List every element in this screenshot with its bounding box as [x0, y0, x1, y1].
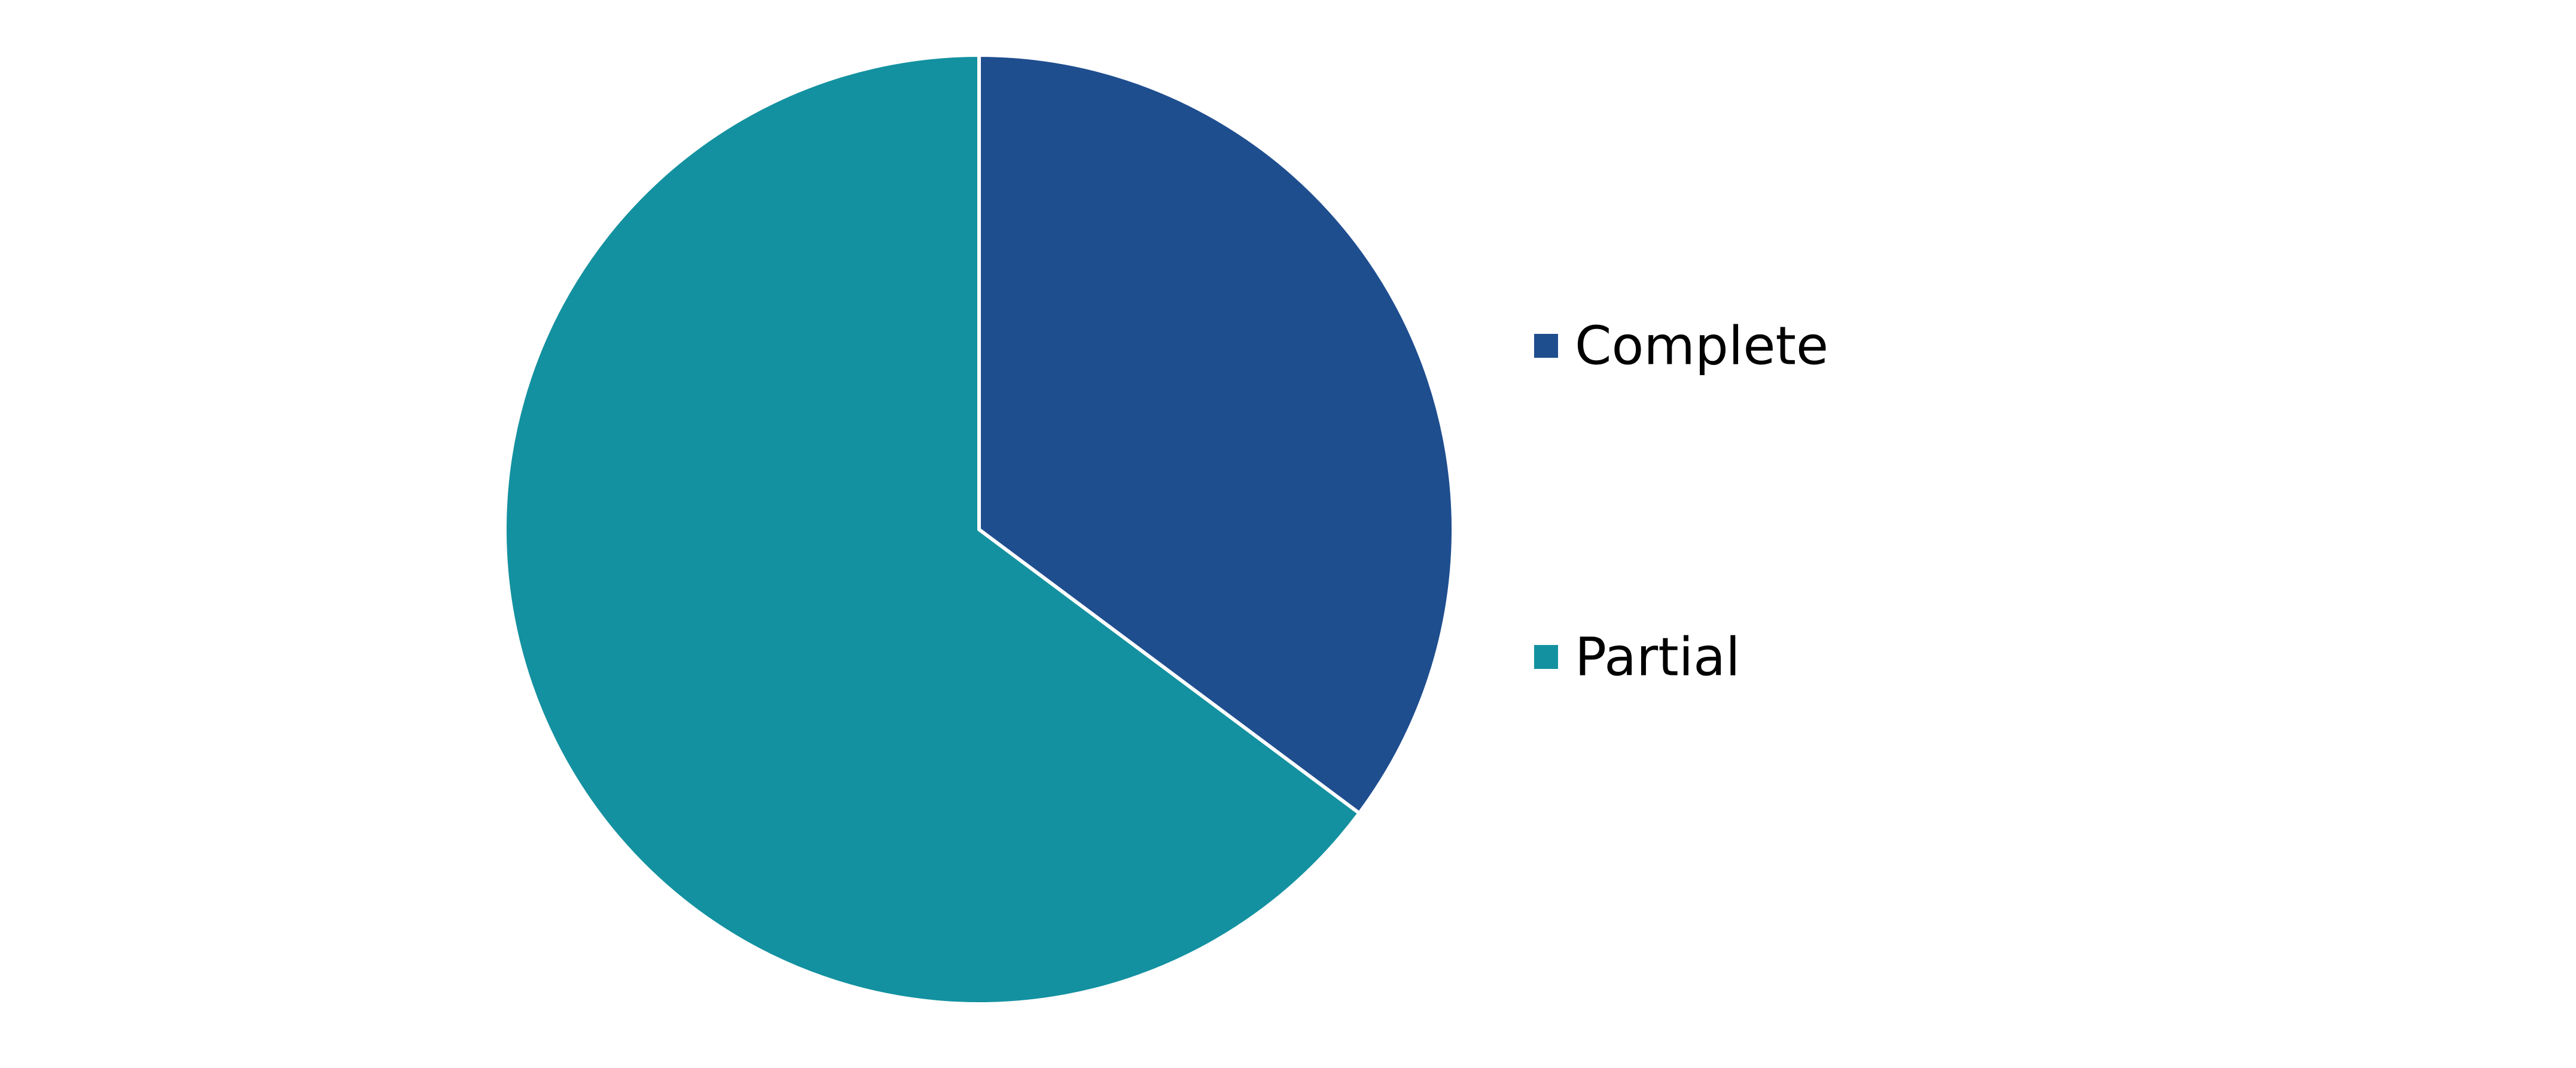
legend-swatch-complete: [1534, 334, 1558, 358]
legend-swatch-partial: [1534, 645, 1558, 669]
legend: Complete Partial: [1534, 315, 1828, 688]
legend-label-partial: Partial: [1575, 626, 1740, 688]
legend-item-complete: Complete: [1534, 315, 1828, 377]
pie-slices: [503, 53, 1455, 1006]
legend-label-complete: Complete: [1575, 315, 1828, 377]
pie-slice-complete: [977, 53, 1455, 816]
legend-item-partial: Partial: [1534, 626, 1740, 688]
pie-slice-partial: [503, 53, 1361, 1006]
